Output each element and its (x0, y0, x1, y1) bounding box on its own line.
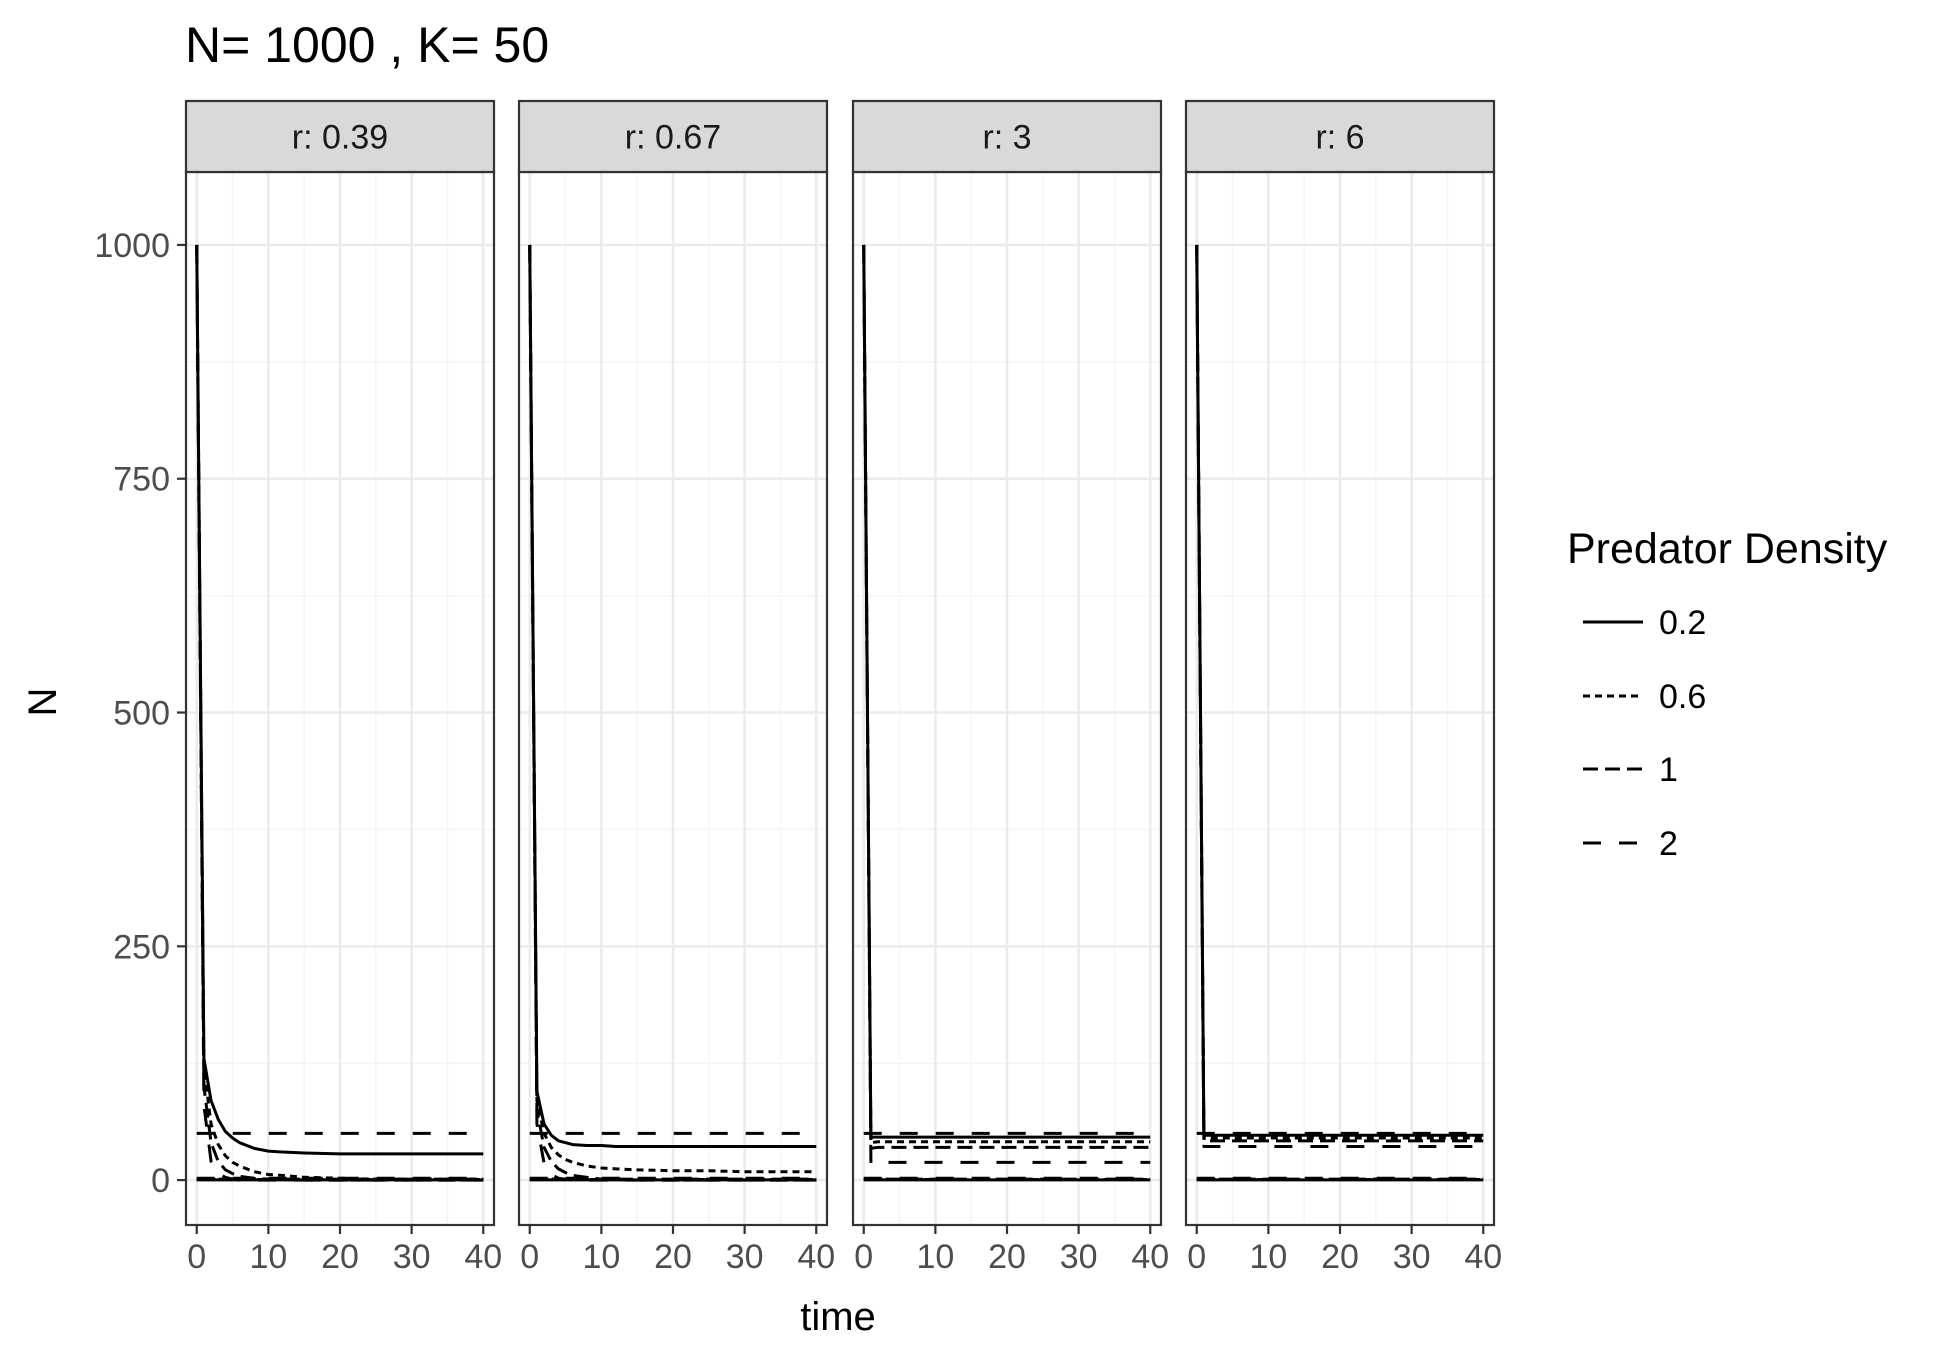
series-lines (862, 244, 1151, 1182)
x-tick-label: 10 (916, 1238, 954, 1276)
x-tick-label: 0 (520, 1238, 539, 1276)
chart-title: N= 1000 , K= 50 (185, 17, 549, 73)
x-tick-label: 20 (654, 1238, 692, 1276)
y-tick-label: 500 (113, 695, 170, 733)
legend-entry: 0.2 (1583, 604, 1706, 642)
series-lines (528, 244, 817, 1182)
x-tick-label: 0 (854, 1238, 873, 1276)
legend-entry: 2 (1583, 825, 1678, 863)
y-tick-label: 0 (151, 1162, 170, 1200)
x-tick-label: 40 (1464, 1238, 1502, 1276)
series-line-N-1 (1195, 244, 1484, 1143)
x-tick-label: 10 (1249, 1238, 1287, 1276)
facet-strip (184, 99, 496, 174)
x-tick-label: 30 (393, 1238, 431, 1276)
x-axis-title: time (800, 1295, 876, 1339)
facet-strip (1184, 99, 1496, 174)
facet-panel: r: 3 0 10 20 30 40 (851, 99, 1169, 1276)
legend-entry-label: 0.6 (1659, 678, 1706, 716)
x-tick-label: 30 (1060, 1238, 1098, 1276)
x-tick-label: 40 (1131, 1238, 1169, 1276)
facet-strip (851, 99, 1163, 174)
legend-entry-label: 2 (1659, 825, 1678, 863)
y-axis-title: N (21, 688, 65, 717)
x-tick-label: 10 (582, 1238, 620, 1276)
facet-strip-label: r: 0.67 (625, 119, 721, 157)
legend-entry: 0.6 (1583, 678, 1706, 716)
series-lines (195, 244, 484, 1182)
series-line-N-2 (1195, 244, 1484, 1148)
y-tick-label: 1000 (94, 227, 170, 265)
series-line-N-0.6 (862, 244, 1151, 1145)
legend-title: Predator Density (1567, 525, 1888, 573)
x-tick-label: 0 (1187, 1238, 1206, 1276)
series-line-N-0.2 (195, 244, 484, 1156)
y-tick-label: 750 (113, 461, 170, 499)
legend-entry: 1 (1583, 751, 1678, 789)
series-lines (1195, 244, 1484, 1182)
legend-entry-label: 0.2 (1659, 604, 1706, 642)
facet-panel: r: 6 0 10 20 30 40 (1184, 99, 1502, 1276)
x-tick-label: 40 (797, 1238, 835, 1276)
x-tick-label: 30 (1393, 1238, 1431, 1276)
series-line-N-0.2 (528, 244, 817, 1148)
x-tick-label: 20 (321, 1238, 359, 1276)
facet-strip-label: r: 0.39 (292, 119, 388, 157)
legend-entry-label: 1 (1659, 751, 1678, 789)
facet-strip-label: r: 6 (1315, 119, 1364, 157)
facet-strip (517, 99, 829, 174)
legend: Predator Density 0.2 0.6 1 2 (1567, 525, 1888, 863)
facet-panel: r: 0.39 0 10 20 30 40 0 250 500 750 1000 (94, 99, 502, 1276)
legend-entries: 0.2 0.6 1 2 (1583, 604, 1706, 863)
facet-panel: r: 0.67 0 10 20 30 40 (517, 99, 835, 1276)
facet-strip-label: r: 3 (982, 119, 1031, 157)
x-tick-label: 20 (1321, 1238, 1359, 1276)
x-tick-label: 20 (988, 1238, 1026, 1276)
x-tick-label: 30 (726, 1238, 764, 1276)
x-tick-label: 10 (249, 1238, 287, 1276)
x-tick-label: 0 (187, 1238, 206, 1276)
y-tick-label: 250 (113, 928, 170, 966)
x-tick-label: 40 (464, 1238, 502, 1276)
series-line-N-0.6 (528, 244, 817, 1174)
